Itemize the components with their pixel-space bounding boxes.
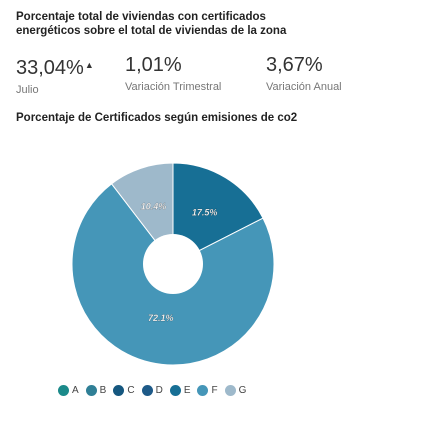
- legend-swatch-f: [197, 385, 209, 396]
- legend-label-c: C: [127, 385, 135, 396]
- stat-annual: 3,67% Variación Anual: [266, 54, 342, 93]
- stat-july-value: 33,04%▲: [16, 57, 94, 79]
- legend-label-e: E: [183, 385, 191, 396]
- legend-label-a: A: [72, 385, 79, 396]
- chart-legend: A B C D E F G: [58, 385, 253, 396]
- legend-item-b[interactable]: B: [85, 385, 107, 396]
- trend-up-icon: ▲: [84, 60, 94, 70]
- legend-item-d[interactable]: D: [141, 385, 163, 396]
- legend-item-a[interactable]: A: [58, 385, 79, 396]
- data-label-g: 10.4%: [141, 202, 167, 212]
- slice-e[interactable]: [172, 162, 264, 265]
- stat-quarterly: 1,01% Variación Trimestral: [125, 54, 221, 93]
- legend-swatch-b: [85, 385, 97, 396]
- legend-swatch-c: [113, 385, 125, 396]
- legend-label-g: G: [238, 385, 247, 396]
- legend-item-c[interactable]: C: [113, 385, 135, 396]
- donut-chart: 17.5% 72.1% 10.4%: [71, 162, 275, 366]
- legend-item-g[interactable]: G: [224, 385, 247, 396]
- legend-label-d: D: [155, 385, 163, 396]
- legend-swatch-d: [141, 385, 153, 396]
- data-label-e: 17.5%: [192, 207, 218, 217]
- donut-hole: [143, 234, 203, 294]
- legend-swatch-g: [224, 385, 236, 396]
- stat-annual-value: 3,67%: [266, 54, 323, 76]
- stat-quarterly-label: Variación Trimestral: [125, 81, 222, 93]
- stat-annual-label: Variación Anual: [266, 81, 342, 93]
- chart-title: Porcentaje de Certificados según emision…: [16, 112, 298, 124]
- housing-certificates-title: Porcentaje total de viviendas con certif…: [16, 11, 287, 37]
- legend-label-b: B: [99, 385, 107, 396]
- data-label-f: 72.1%: [148, 313, 174, 323]
- stat-july-label: Julio: [16, 84, 39, 96]
- stat-quarterly-value: 1,01%: [125, 54, 182, 76]
- legend-item-f[interactable]: F: [197, 385, 218, 396]
- stat-july: 33,04%▲ Julio: [16, 54, 94, 96]
- legend-label-f: F: [211, 385, 218, 396]
- legend-item-e[interactable]: E: [169, 385, 191, 396]
- legend-swatch-a: [58, 385, 69, 396]
- legend-swatch-e: [169, 385, 181, 396]
